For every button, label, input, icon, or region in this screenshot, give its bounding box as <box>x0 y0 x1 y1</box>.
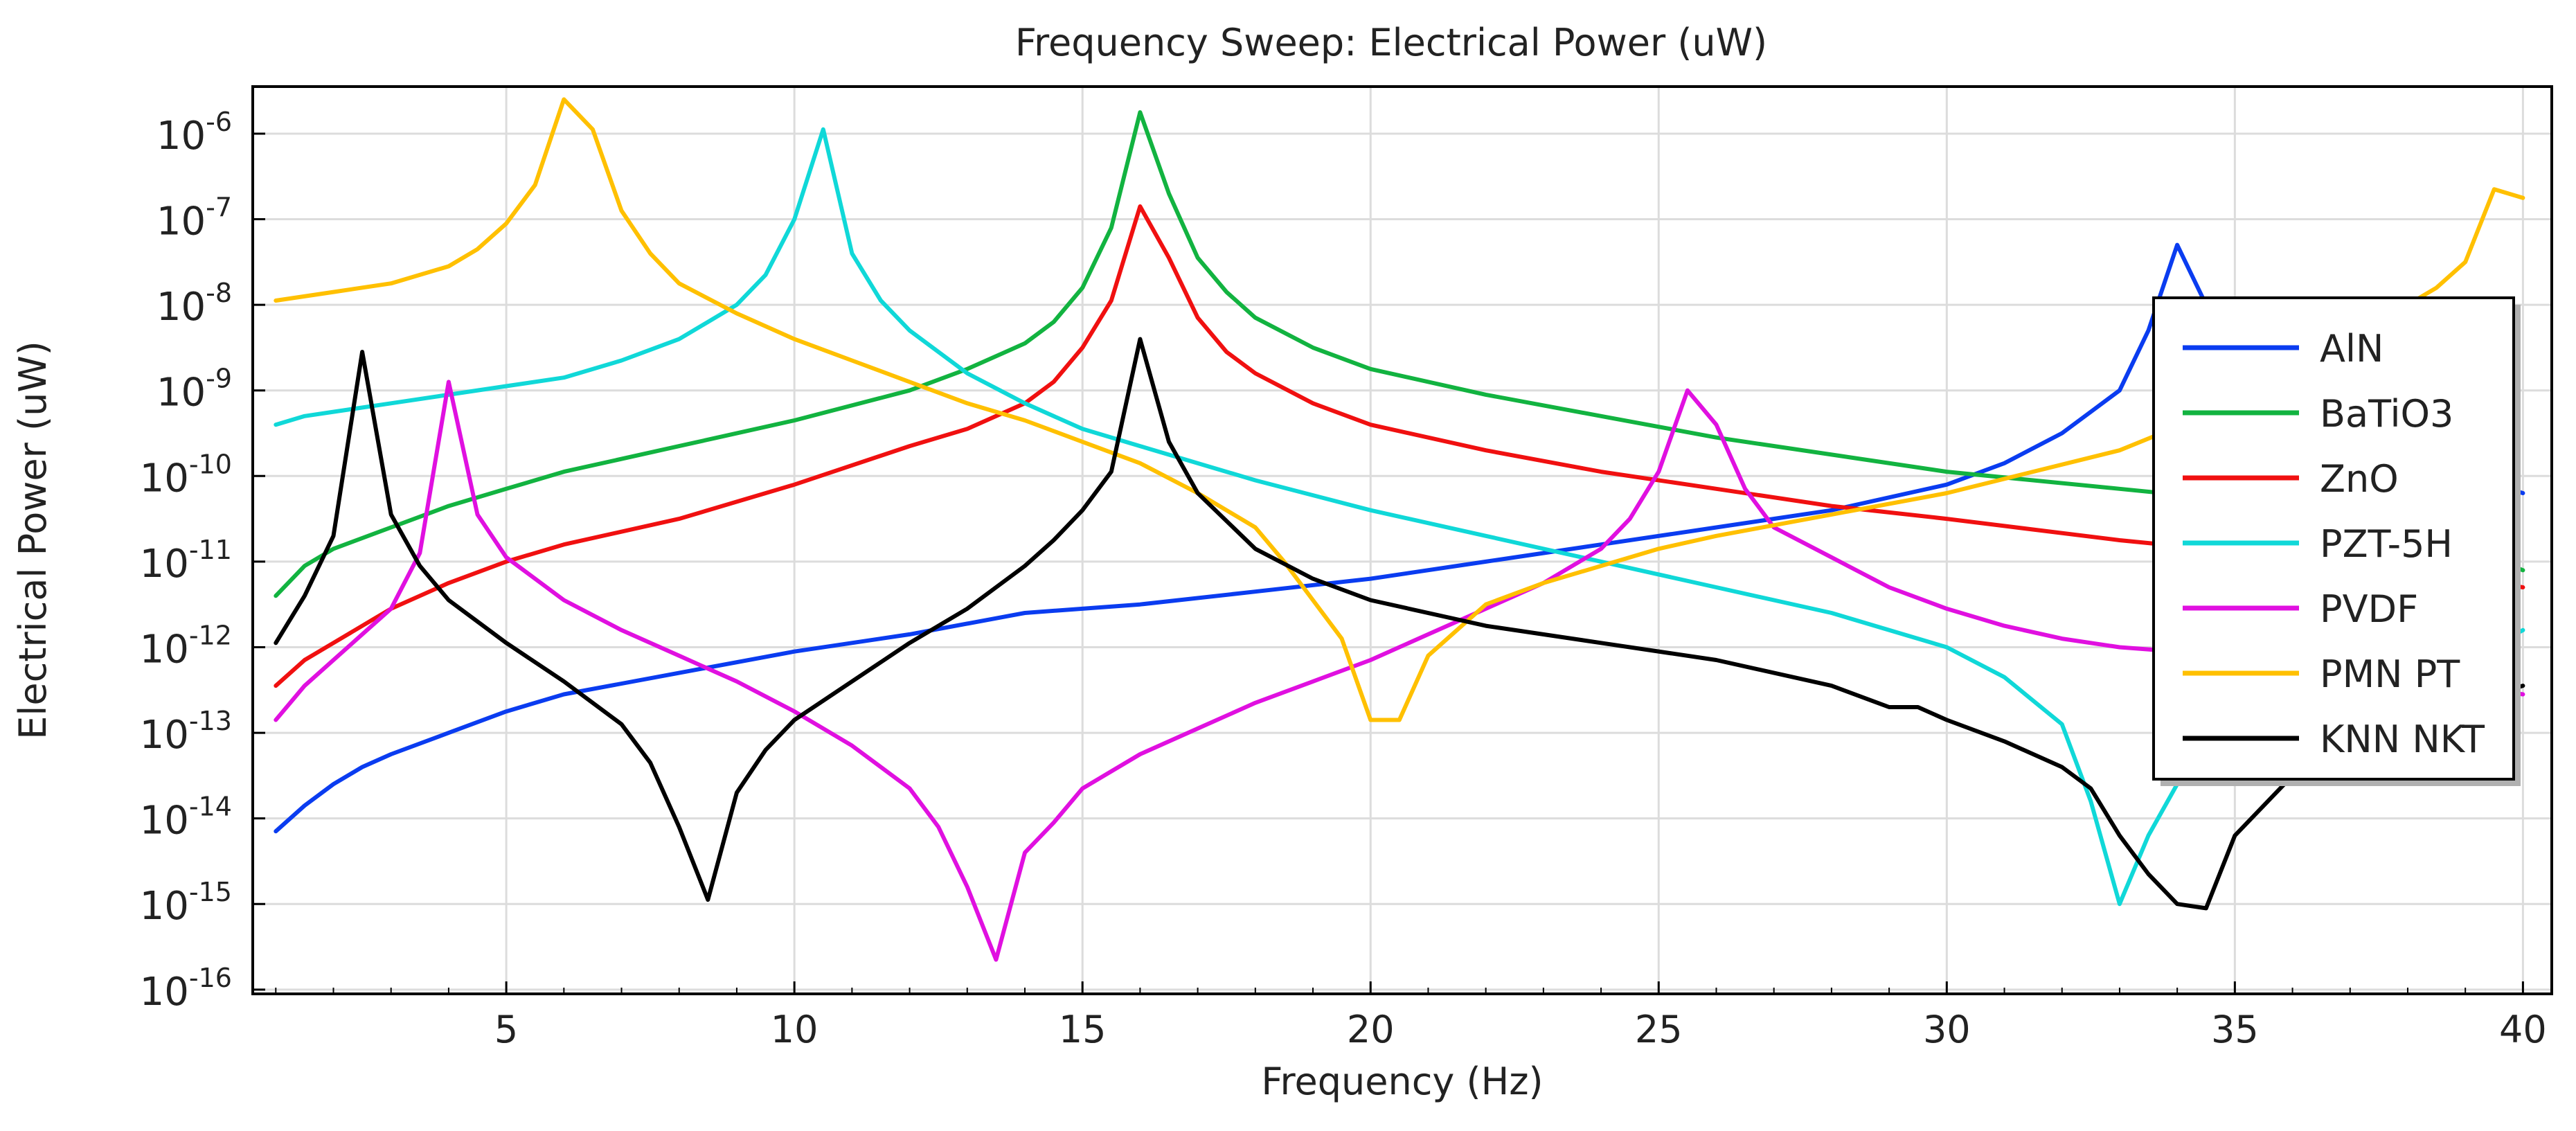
y-tick-label: 10-13 <box>140 706 232 758</box>
x-tick-label: 15 <box>1059 1008 1107 1051</box>
y-tick-label: 10-6 <box>156 107 232 159</box>
y-tick-label: 10-8 <box>156 278 232 330</box>
y-tick-label: 10-16 <box>140 963 232 1015</box>
series-line-zno <box>274 204 2525 688</box>
legend-label: BaTiO3 <box>2320 392 2453 436</box>
grid-lines <box>253 87 2552 994</box>
y-axis: 10-16 10-15 10-14 10-13 10-12 10-11 10-10 10-9 1… <box>140 107 265 1015</box>
x-axis: 5 10 15 20 25 30 35 40 <box>275 981 2547 1051</box>
series-line-pvdf <box>274 380 2525 962</box>
legend-label: PZT-5H <box>2320 522 2453 566</box>
plot-frame <box>251 85 2553 995</box>
y-tick-label: 10-11 <box>140 535 232 587</box>
series-line-pzt-5h <box>274 127 2525 907</box>
y-axis-label: Electrical Power (uW) <box>11 341 55 740</box>
legend-label: PVDF <box>2320 587 2418 631</box>
x-tick-label: 25 <box>1635 1008 1683 1051</box>
series-line-batio3 <box>274 110 2525 598</box>
chart-title: Frequency Sweep: Electrical Power (uW) <box>1015 21 1767 64</box>
legend: AlN BaTiO3 ZnO PZT-5H PVDF PMN PT KNN NKT <box>2152 296 2521 786</box>
legend-label: KNN NKT <box>2320 718 2485 761</box>
y-tick-label: 10-10 <box>140 449 232 501</box>
x-tick-label: 10 <box>771 1008 819 1051</box>
x-tick-label: 5 <box>494 1008 518 1051</box>
y-tick-label: 10-7 <box>156 193 232 244</box>
y-tick-label: 10-15 <box>140 877 232 929</box>
x-axis-label: Frequency (Hz) <box>1261 1060 1543 1103</box>
y-tick-label: 10-12 <box>140 620 232 672</box>
x-tick-label: 40 <box>2499 1008 2547 1051</box>
x-tick-label: 35 <box>2211 1008 2259 1051</box>
x-tick-label: 20 <box>1347 1008 1395 1051</box>
legend-label: AlN <box>2320 327 2383 371</box>
legend-box <box>2152 296 2515 781</box>
y-tick-label: 10-14 <box>140 792 232 844</box>
legend-label: ZnO <box>2320 457 2399 501</box>
series-line-knn-nkt <box>274 337 2525 911</box>
y-tick-label: 10-9 <box>156 364 232 416</box>
x-tick-label: 30 <box>1923 1008 1971 1051</box>
legend-label: PMN PT <box>2320 652 2460 696</box>
